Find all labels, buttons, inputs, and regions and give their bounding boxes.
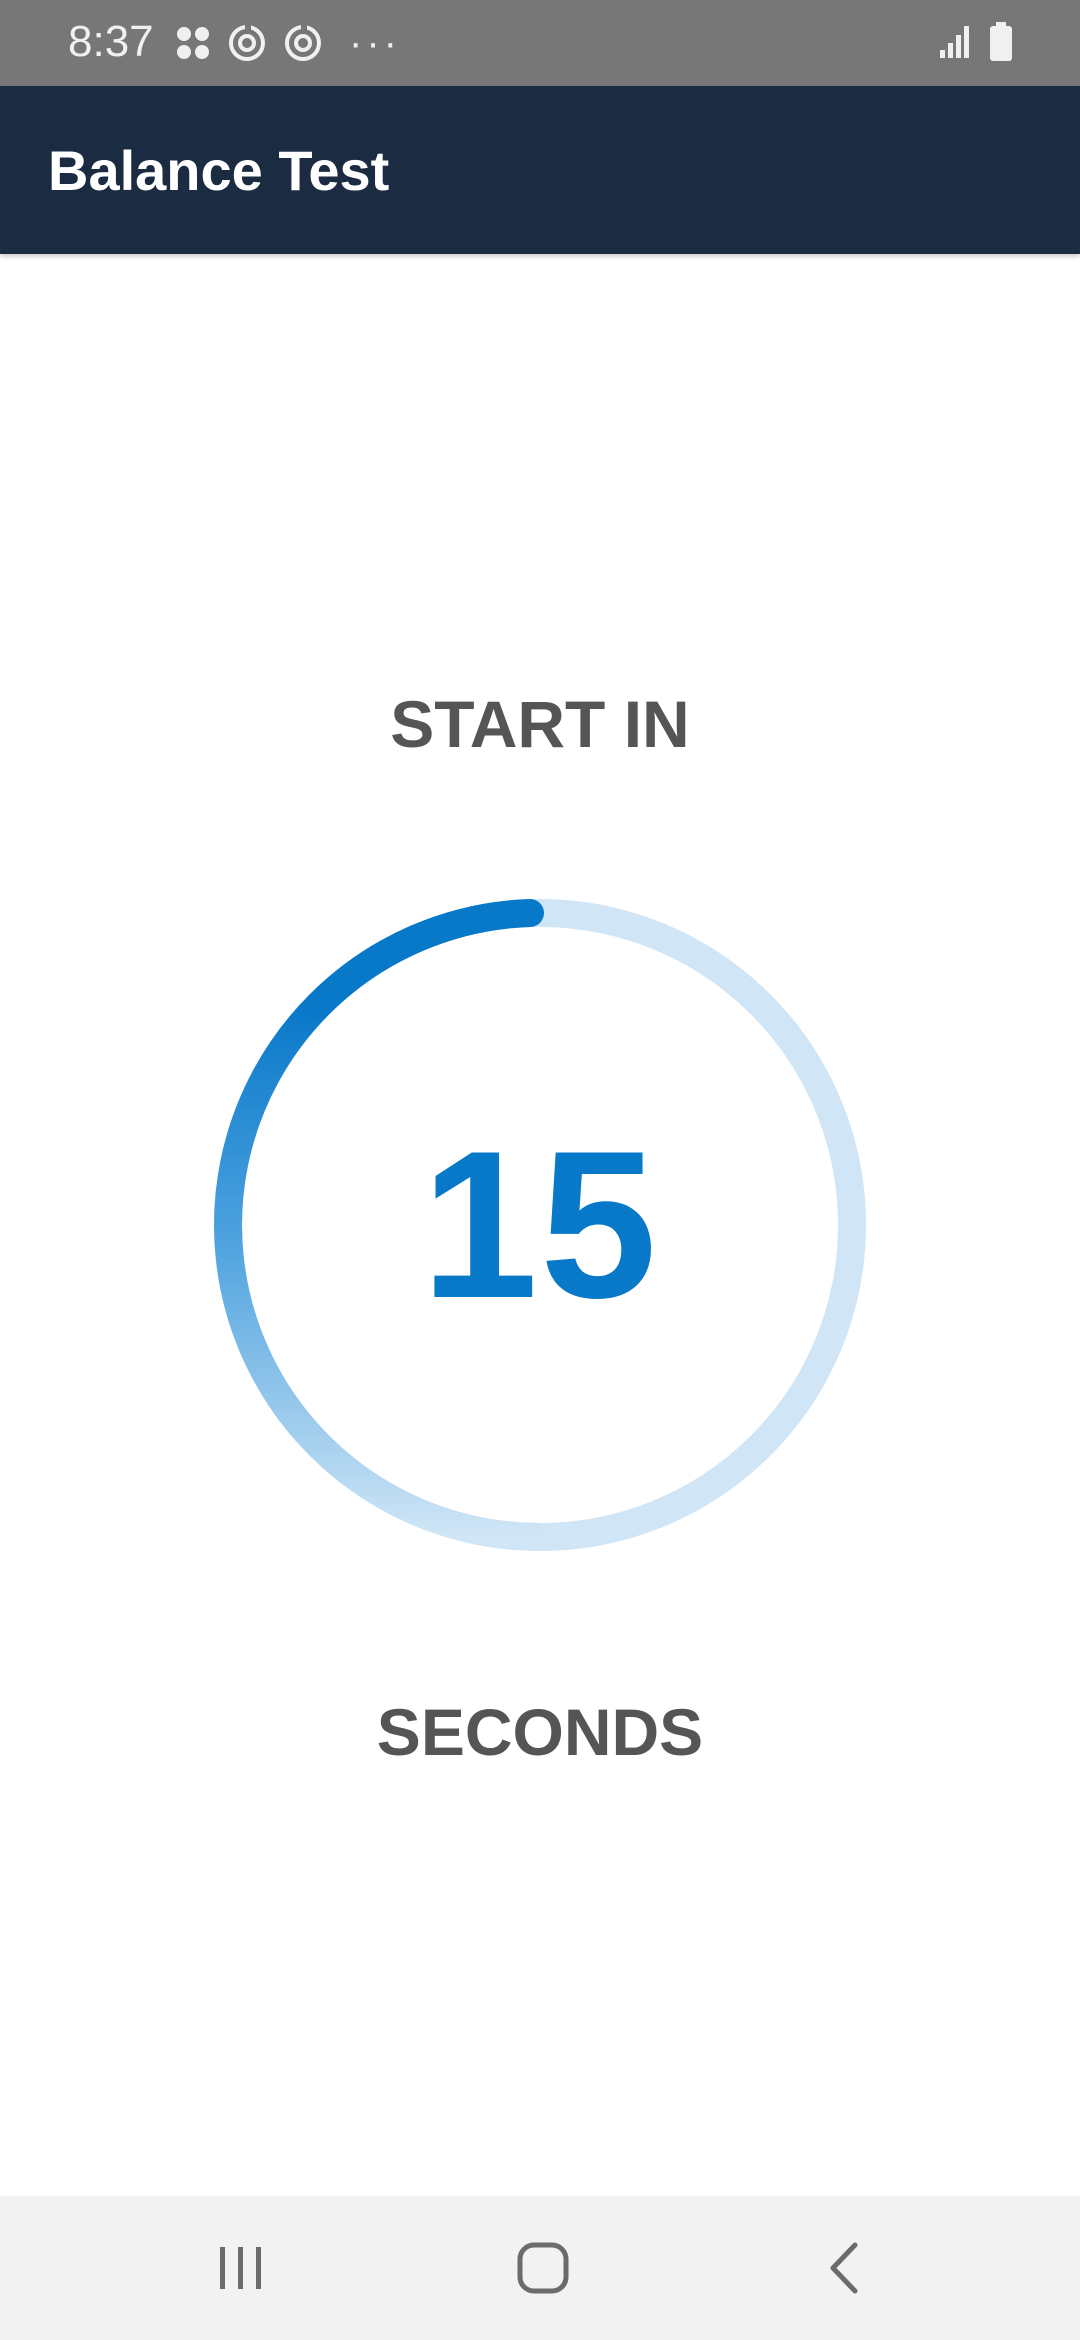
sync-icon [283, 23, 323, 63]
countdown-fade-arc [214, 994, 541, 1551]
countdown-ring [214, 899, 866, 1551]
countdown-progress-arc [305, 899, 544, 1019]
page-title: Balance Test [48, 139, 390, 202]
status-bar: 8:37 [0, 0, 1080, 86]
countdown-value: 15 [421, 1107, 659, 1342]
app-bar: Balance Test [0, 86, 1080, 254]
signal-icon [938, 24, 974, 60]
home-icon [516, 2241, 570, 2295]
sync-icon [227, 23, 267, 63]
countdown-timer: 15 [213, 898, 867, 1552]
seconds-label: SECONDS [376, 1695, 704, 1769]
status-system-icons [938, 22, 1014, 62]
grid-apps-icon [175, 25, 211, 61]
more-notifications-icon: ··· [349, 21, 401, 65]
start-in-label: START IN [390, 687, 690, 761]
back-icon [825, 2241, 865, 2295]
navigation-bar [0, 2196, 1080, 2340]
back-button[interactable] [785, 2218, 905, 2318]
recent-apps-icon [216, 2243, 266, 2293]
recent-apps-button[interactable] [181, 2218, 301, 2318]
status-notification-icons: ··· [175, 22, 401, 64]
battery-icon [988, 22, 1014, 62]
status-time: 8:37 [68, 17, 154, 66]
home-button[interactable] [483, 2218, 603, 2318]
